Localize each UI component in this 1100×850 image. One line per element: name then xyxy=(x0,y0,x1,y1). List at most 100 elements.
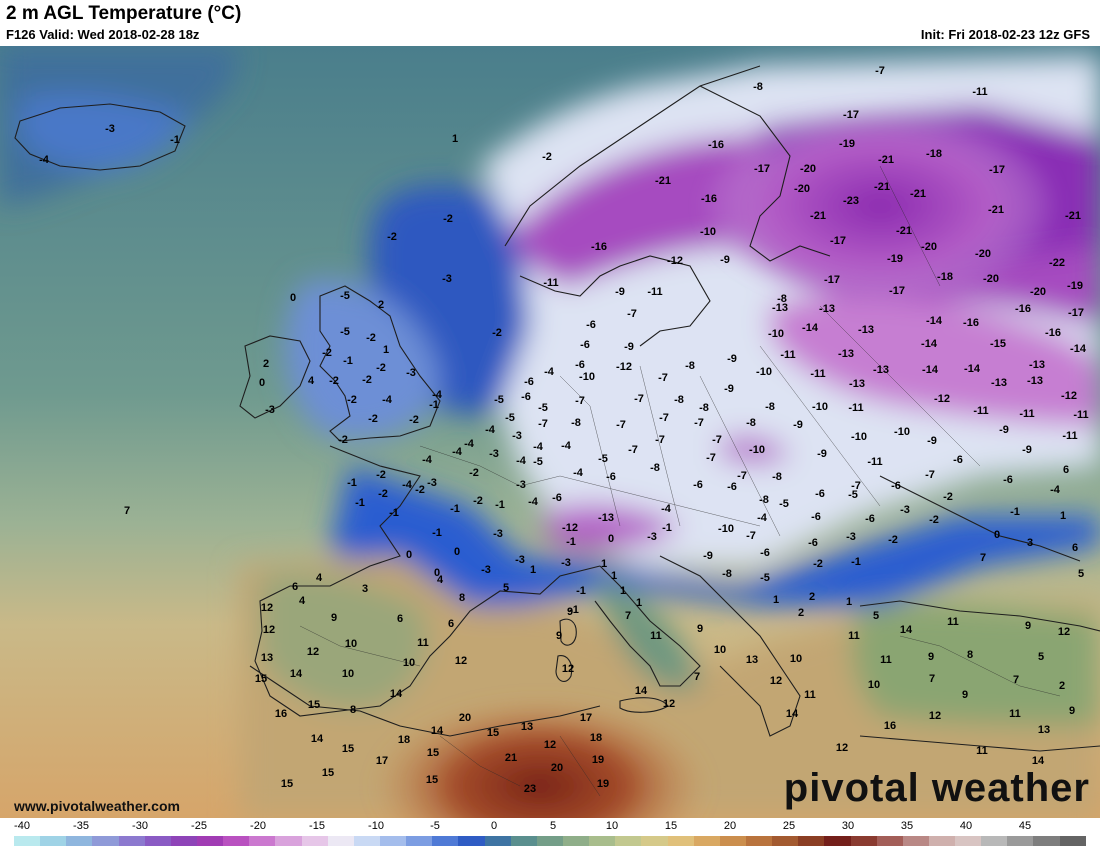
legend-swatch xyxy=(902,836,929,846)
temp-label: -6 xyxy=(808,537,818,549)
temp-label: -19 xyxy=(1067,280,1083,292)
legend-ticks: -40 -35 -30 -25 -20 -15 -10 -5 0 5 10 15 20 25 30 35 40 4… xyxy=(0,820,1100,834)
temp-label: -11 xyxy=(780,349,795,361)
temp-label: 12 xyxy=(263,624,275,636)
temp-label: -12 xyxy=(562,522,578,534)
temp-label: -7 xyxy=(659,412,669,424)
temp-label: 15 xyxy=(487,727,499,739)
temp-label: 0 xyxy=(994,529,1000,541)
temp-label: 15 xyxy=(426,774,438,786)
temp-label: 14 xyxy=(900,624,913,636)
temp-label: -21 xyxy=(1065,210,1081,222)
temp-label: -23 xyxy=(843,195,859,207)
temperature-map[interactable]: -3 -1 -4 1 -2 -2 -2 -3 -2 7 -7 -8 -11 -17 -16 -19 -18 -21… xyxy=(0,46,1100,818)
temp-label: -3 xyxy=(489,448,499,460)
temp-label: -1 xyxy=(495,499,505,511)
temp-label: 9 xyxy=(556,630,562,642)
legend-swatch xyxy=(275,836,302,846)
legend-swatch xyxy=(798,836,825,846)
temp-label: 12 xyxy=(261,602,273,614)
temp-label: -12 xyxy=(667,255,683,267)
temp-label: -3 xyxy=(427,477,437,489)
temp-label: -4 xyxy=(452,446,463,458)
temp-label: -7 xyxy=(706,452,716,464)
temp-label: -1 xyxy=(450,503,460,515)
legend-swatch xyxy=(14,836,41,846)
temp-label: 8 xyxy=(350,704,356,716)
temp-label: -6 xyxy=(760,547,770,559)
temp-label: 13 xyxy=(746,654,758,666)
temp-label: -7 xyxy=(575,395,585,407)
temp-label: -3 xyxy=(900,504,910,516)
temp-label: 5 xyxy=(1078,568,1084,580)
temp-label: 17 xyxy=(376,755,388,767)
temp-label: -4 xyxy=(544,366,555,378)
legend-swatch xyxy=(92,836,119,846)
legend-swatch xyxy=(301,836,328,846)
temp-label: -10 xyxy=(579,371,595,383)
temp-label: -13 xyxy=(991,377,1007,389)
temp-label: -21 xyxy=(896,225,912,237)
temp-label: 16 xyxy=(884,720,896,732)
legend-tick: 0 xyxy=(490,820,498,832)
temp-label: -4 xyxy=(1050,484,1061,496)
temp-label: -5 xyxy=(760,572,770,584)
temp-label: -8 xyxy=(777,293,787,305)
temp-label: -4 xyxy=(432,389,443,401)
init-time: Init: Fri 2018-02-23 12z GFS xyxy=(920,27,1090,42)
temp-label: 12 xyxy=(929,710,941,722)
temp-label: -8 xyxy=(759,494,769,506)
temp-label: -4 xyxy=(464,438,475,450)
temp-label: 0 xyxy=(259,377,265,389)
temp-label: -5 xyxy=(494,394,504,406)
temp-label: -14 xyxy=(1070,343,1087,355)
valid-time: F126 Valid: Wed 2018-02-28 18z xyxy=(6,27,200,42)
temp-label: 1 xyxy=(620,585,626,597)
temp-label: -2 xyxy=(322,347,332,359)
temp-label: 15 xyxy=(308,699,320,711)
temp-label: -7 xyxy=(694,417,704,429)
temp-label: -21 xyxy=(874,181,890,193)
legend-tick: 40 xyxy=(959,820,973,832)
temp-label: 0 xyxy=(434,567,440,579)
temp-label: 14 xyxy=(1032,755,1045,767)
temp-label: 10 xyxy=(868,679,880,691)
temp-label: -7 xyxy=(634,393,644,405)
temp-label: -11 xyxy=(543,277,558,289)
temp-label: -14 xyxy=(802,322,819,334)
temp-label: -8 xyxy=(650,462,660,474)
temp-label: -7 xyxy=(627,308,637,320)
temp-label: 4 xyxy=(316,572,323,584)
temp-label: -6 xyxy=(524,376,534,388)
temp-label: -2 xyxy=(329,375,339,387)
temp-label: -11 xyxy=(1073,409,1088,421)
temp-label: 7 xyxy=(694,671,700,683)
temp-label: 12 xyxy=(770,675,782,687)
temp-label: -2 xyxy=(443,213,453,225)
temp-label: -11 xyxy=(848,402,863,414)
temp-label: -2 xyxy=(378,488,388,500)
temp-label: 11 xyxy=(650,630,662,642)
legend-tick: 45 xyxy=(1018,820,1032,832)
temperature-labels: -3-1-41-2-2-2-3-27-7-8 -11-17-16 -19-18-21… xyxy=(39,65,1089,795)
temp-label: -16 xyxy=(1015,303,1031,315)
website-credit: www.pivotalweather.com xyxy=(14,798,180,814)
temp-label: -7 xyxy=(851,480,861,492)
temp-label: -7 xyxy=(655,434,665,446)
temp-label: 12 xyxy=(307,646,319,658)
temp-label: 13 xyxy=(1038,724,1050,736)
temp-label: -17 xyxy=(754,163,770,175)
temp-label: -4 xyxy=(661,503,672,515)
legend-tick: 25 xyxy=(782,820,796,832)
temp-label: -2 xyxy=(943,491,953,503)
temp-label: -6 xyxy=(811,511,821,523)
legend-tick: -40 xyxy=(14,820,30,832)
temp-label: 14 xyxy=(390,688,403,700)
legend-swatch xyxy=(745,836,773,846)
legend-swatch xyxy=(615,836,642,846)
temp-label: -16 xyxy=(1045,327,1061,339)
legend-swatch xyxy=(719,836,746,846)
temp-label: 1 xyxy=(1060,510,1066,522)
temp-label: 9 xyxy=(567,606,573,618)
temp-label: -2 xyxy=(415,484,425,496)
